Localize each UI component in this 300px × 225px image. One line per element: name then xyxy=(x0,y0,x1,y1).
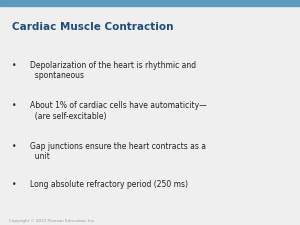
Text: •: • xyxy=(12,61,16,70)
Text: •: • xyxy=(12,142,16,151)
Text: •: • xyxy=(12,180,16,189)
Text: Depolarization of the heart is rhythmic and
  spontaneous: Depolarization of the heart is rhythmic … xyxy=(30,61,196,80)
Text: About 1% of cardiac cells have automaticity—
  (are self-excitable): About 1% of cardiac cells have automatic… xyxy=(30,101,207,121)
Bar xyxy=(0,0,300,6)
Text: Cardiac Muscle Contraction: Cardiac Muscle Contraction xyxy=(12,22,173,32)
Text: •: • xyxy=(12,101,16,110)
Text: Long absolute refractory period (250 ms): Long absolute refractory period (250 ms) xyxy=(30,180,188,189)
Text: Copyright © 2013 Pearson Education, Inc.: Copyright © 2013 Pearson Education, Inc. xyxy=(9,219,95,223)
Text: Gap junctions ensure the heart contracts as a
  unit: Gap junctions ensure the heart contracts… xyxy=(30,142,206,161)
